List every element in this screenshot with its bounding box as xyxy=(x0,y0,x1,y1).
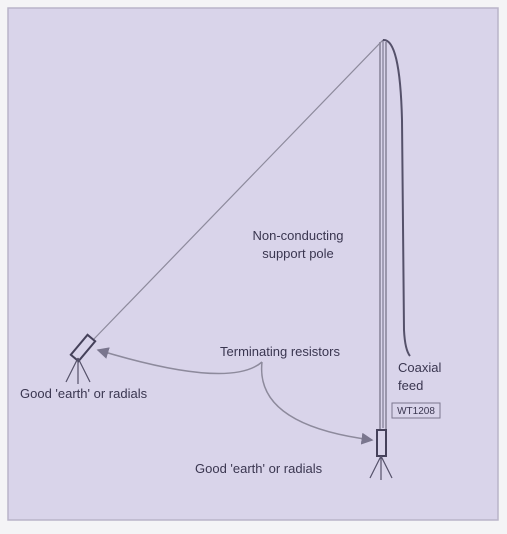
frame xyxy=(7,7,499,521)
ground-stake xyxy=(65,357,91,384)
arrow xyxy=(260,361,374,445)
code-box xyxy=(391,402,441,419)
resistor xyxy=(376,429,387,457)
label: Good 'earth' or radials xyxy=(20,386,148,401)
antenna-wire xyxy=(92,39,384,341)
label: feed xyxy=(398,378,423,393)
ground-stake xyxy=(369,455,393,480)
label: Coaxial xyxy=(398,360,441,375)
arrow xyxy=(96,347,263,375)
label: Non-conducting xyxy=(252,228,343,243)
resistor xyxy=(69,333,97,363)
label: support pole xyxy=(262,246,334,261)
label: Good 'earth' or radials xyxy=(195,461,323,476)
coax-feed xyxy=(382,39,411,357)
code: WT1208 xyxy=(397,406,435,417)
label: Terminating resistors xyxy=(220,344,340,359)
